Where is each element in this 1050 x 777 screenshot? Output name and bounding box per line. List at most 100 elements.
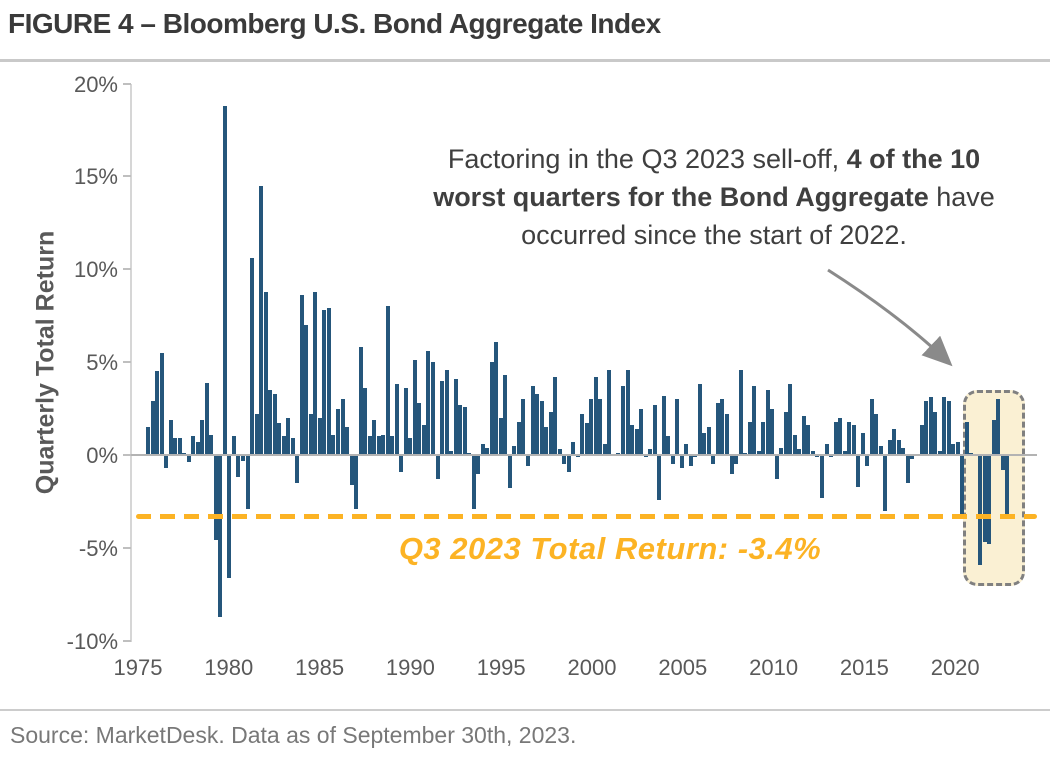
reference-line-label: Q3 2023 Total Return: -3.4%	[398, 531, 822, 566]
bar	[516, 421, 521, 455]
bar	[869, 399, 874, 455]
bar	[245, 455, 250, 509]
bar	[281, 436, 286, 455]
bar	[322, 310, 327, 455]
bar	[982, 455, 987, 543]
y-tick-mark	[123, 268, 131, 271]
bar	[562, 455, 567, 465]
figure-title: FIGURE 4 – Bloomberg U.S. Bond Aggregate…	[8, 8, 661, 39]
bar	[978, 455, 983, 565]
bar	[295, 455, 300, 483]
bar	[761, 421, 766, 455]
bar	[1000, 455, 1005, 470]
bar	[476, 455, 481, 474]
bar	[331, 434, 336, 455]
bar	[675, 399, 680, 455]
x-tick-label: 1995	[476, 655, 526, 680]
bar	[964, 421, 969, 455]
bar	[372, 419, 377, 455]
y-tick-label: -5%	[78, 535, 118, 561]
bar	[363, 388, 368, 455]
x-tick-label: 2015	[839, 655, 889, 680]
bar	[209, 434, 214, 455]
y-axis-line	[130, 84, 132, 642]
bar	[164, 455, 169, 468]
x-tick-label: 2020	[930, 655, 980, 680]
bar	[910, 455, 915, 459]
bar	[892, 429, 897, 455]
bar	[607, 369, 612, 455]
bar	[453, 378, 458, 455]
bar	[883, 455, 888, 511]
y-tick-mark	[123, 175, 131, 178]
bar	[991, 419, 996, 455]
bar	[706, 427, 711, 455]
bar	[485, 447, 490, 455]
bar	[236, 455, 241, 478]
bar	[715, 403, 720, 455]
y-tick-label: 20%	[73, 71, 118, 97]
bar	[648, 449, 653, 455]
bar	[557, 449, 562, 455]
source-divider	[0, 709, 1050, 711]
bar	[349, 455, 354, 485]
bar	[535, 393, 540, 455]
bar	[408, 438, 413, 455]
bar	[747, 421, 752, 455]
bar	[593, 377, 598, 455]
bar	[630, 425, 635, 455]
bar	[566, 455, 571, 472]
y-tick-mark	[123, 546, 131, 549]
bar	[625, 369, 630, 455]
bar	[385, 306, 390, 455]
bar	[313, 291, 318, 455]
bar	[670, 455, 675, 465]
bar	[231, 436, 236, 455]
x-tick-label: 2005	[658, 655, 708, 680]
annotation-line1-regular: Factoring in the Q3 2023 sell-off,	[447, 144, 847, 174]
callout-arrow-icon	[827, 268, 953, 367]
title-divider	[0, 59, 1050, 62]
annotation-text: Factoring in the Q3 2023 sell-off, 4 of …	[418, 140, 1010, 254]
bar	[376, 436, 381, 455]
bar	[838, 417, 843, 455]
y-tick-label: 15%	[73, 164, 118, 190]
bar	[942, 397, 947, 455]
bar	[335, 408, 340, 455]
bar	[842, 451, 847, 455]
bar	[729, 455, 734, 474]
bar	[254, 414, 259, 455]
bar	[788, 384, 793, 455]
y-tick-label: 10%	[73, 257, 118, 283]
bar	[697, 384, 702, 455]
bar	[792, 434, 797, 455]
y-tick-mark	[123, 361, 131, 364]
bar	[286, 417, 291, 455]
bar	[263, 291, 268, 455]
bar	[150, 401, 155, 455]
annotation-line1-bold: 4 of the	[846, 144, 943, 174]
bar	[679, 455, 684, 468]
bar	[634, 429, 639, 455]
bar	[250, 258, 255, 455]
x-tick-label: 2000	[567, 655, 617, 680]
y-tick-mark	[123, 639, 131, 642]
bar	[155, 371, 160, 455]
bar	[399, 455, 404, 472]
bar	[620, 386, 625, 455]
bar	[734, 455, 739, 465]
bar	[308, 414, 313, 455]
bar	[403, 388, 408, 455]
bar	[218, 455, 223, 617]
bar	[471, 455, 476, 509]
bar	[345, 427, 350, 455]
bar	[598, 399, 603, 455]
bar	[444, 369, 449, 455]
bar	[430, 362, 435, 455]
bar	[820, 455, 825, 498]
x-tick-label: 2010	[749, 655, 799, 680]
bar	[304, 325, 309, 455]
bar	[159, 352, 164, 455]
bar	[381, 434, 386, 455]
x-tick-label: 1985	[295, 655, 345, 680]
